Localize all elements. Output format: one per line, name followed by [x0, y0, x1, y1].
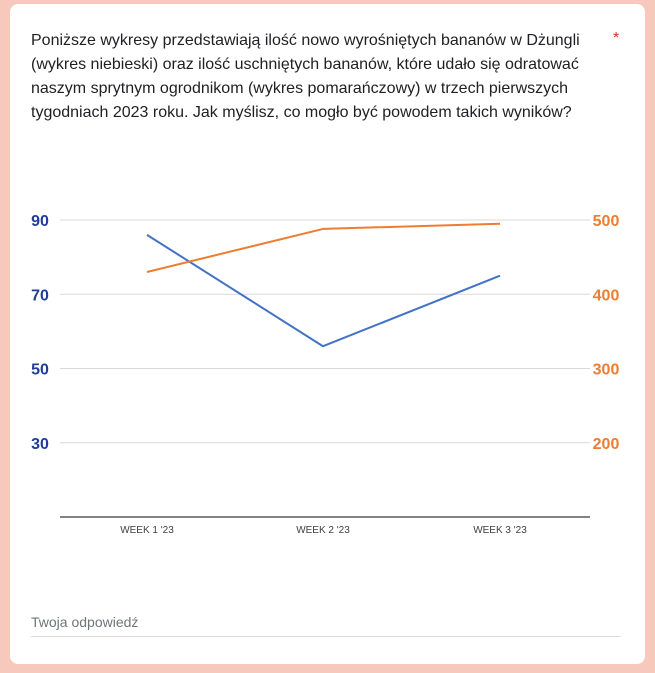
answer-placeholder: Twoja odpowiedź	[31, 614, 139, 630]
left-axis-tick-label: 50	[31, 362, 49, 379]
left-axis-tick-label: 30	[31, 436, 49, 453]
question-text: Poniższe wykresy przedstawiają ilość now…	[31, 32, 580, 121]
right-axis-tick-label: 500	[593, 213, 620, 230]
right-axis-tick-label: 200	[593, 436, 620, 453]
required-asterisk: *	[613, 30, 620, 47]
x-axis-labels: WEEK 1 '23 WEEK 2 '23 WEEK 3 '23	[120, 525, 527, 536]
orange-series-line	[146, 222, 501, 273]
blue-series-line	[146, 234, 501, 348]
x-axis-tick-label: WEEK 3 '23	[473, 525, 527, 536]
right-axis-tick-label: 400	[593, 287, 620, 304]
chart-gridlines	[60, 219, 590, 518]
left-axis-tick-label: 90	[31, 213, 49, 230]
answer-input[interactable]: Twoja odpowiedź	[31, 606, 621, 637]
left-axis-tick-label: 70	[31, 287, 49, 304]
right-axis-tick-label: 300	[593, 362, 620, 379]
chart-series	[146, 222, 501, 348]
x-axis-tick-label: WEEK 1 '23	[120, 525, 174, 536]
right-axis-labels: 500 400 300 200	[593, 213, 620, 453]
x-axis-tick-label: WEEK 2 '23	[296, 525, 350, 536]
line-chart: 90 70 50 30 500 400 300 200 WEEK 1 '23 WEEK 2 '…	[31, 213, 620, 536]
question-card: Poniższe wykresy przedstawiają ilość now…	[10, 4, 645, 664]
left-axis-labels: 90 70 50 30	[31, 213, 49, 453]
